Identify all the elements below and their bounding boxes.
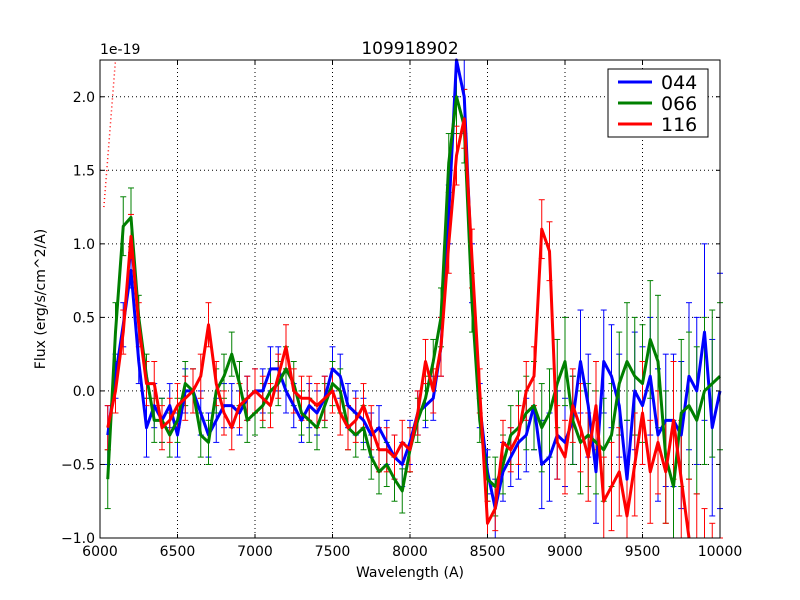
x-tick-label: 6000 <box>82 544 118 560</box>
ticks: 6000 6500 7000 7500 8000 8500 9000 9500 10000 −1.… <box>61 60 742 560</box>
x-tick-label: 10000 <box>698 544 743 560</box>
series-116 <box>104 88 723 539</box>
x-tick-label: 9500 <box>625 544 661 560</box>
x-tick-label: 6500 <box>160 544 196 560</box>
legend-label: 116 <box>661 114 697 136</box>
y-tick-label: 0.0 <box>73 384 95 400</box>
series-line-116 <box>106 117 691 539</box>
dotted-model-line <box>103 59 117 208</box>
x-tick-label: 7000 <box>237 544 273 560</box>
y-tick-label: 0.5 <box>73 310 95 326</box>
x-tick-label: 7500 <box>315 544 351 560</box>
y-tick-label: 1.5 <box>73 163 95 179</box>
y-tick-label: 1.0 <box>73 237 95 253</box>
y-tick-label: −1.0 <box>61 531 95 547</box>
chart-title: 109918902 <box>361 39 458 59</box>
y-axis-label: Flux (erg/s/cm^2/A) <box>33 229 49 369</box>
x-axis-label: Wavelength (A) <box>356 565 464 581</box>
x-tick-label: 8000 <box>392 544 428 560</box>
y-tick-label: −0.5 <box>61 457 95 473</box>
x-tick-label: 9000 <box>547 544 583 560</box>
legend-label: 066 <box>661 93 697 115</box>
plot-area <box>103 58 723 539</box>
y-offset-label: 1e-19 <box>100 42 140 58</box>
y-tick-label: 2.0 <box>73 90 95 106</box>
legend-label: 044 <box>661 72 697 94</box>
x-tick-label: 8500 <box>470 544 506 560</box>
